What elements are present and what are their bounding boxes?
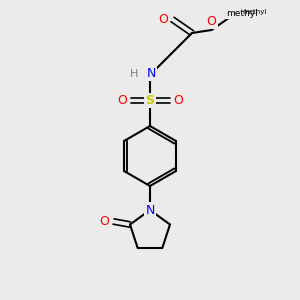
Text: O: O [117, 94, 127, 107]
Text: O: O [207, 15, 216, 28]
Text: O: O [173, 94, 183, 107]
Text: N: N [145, 203, 155, 217]
Text: S: S [146, 94, 154, 107]
Text: H: H [130, 68, 139, 79]
Text: methyl: methyl [242, 8, 267, 14]
Text: O: O [159, 13, 168, 26]
Text: N: N [147, 67, 156, 80]
Text: O: O [100, 215, 110, 228]
Text: methyl: methyl [226, 9, 257, 18]
